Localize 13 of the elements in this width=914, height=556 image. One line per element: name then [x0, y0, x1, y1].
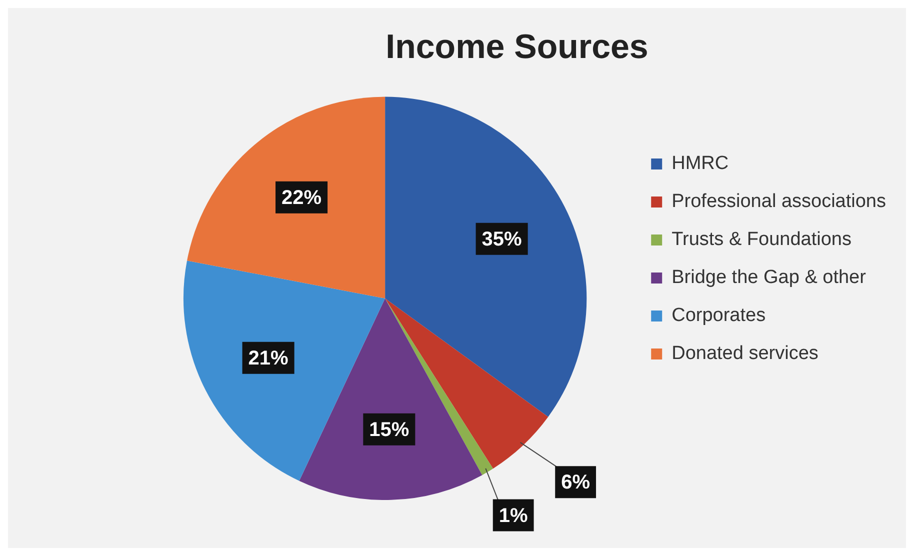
legend-label: Corporates — [672, 305, 766, 326]
data-label: 15% — [369, 418, 410, 441]
legend-label: Donated services — [672, 343, 818, 364]
chart-title: Income Sources — [386, 28, 648, 66]
data-label: 35% — [482, 228, 522, 250]
legend-label: HMRC — [672, 153, 729, 174]
data-label: 1% — [498, 504, 528, 527]
legend-label: Bridge the Gap & other — [672, 267, 867, 288]
data-label: 6% — [561, 472, 590, 494]
legend-label: Trusts & Foundations — [672, 229, 852, 250]
legend-label: Professional associations — [672, 191, 886, 212]
data-label: 22% — [282, 186, 322, 209]
data-label: 21% — [248, 347, 289, 370]
